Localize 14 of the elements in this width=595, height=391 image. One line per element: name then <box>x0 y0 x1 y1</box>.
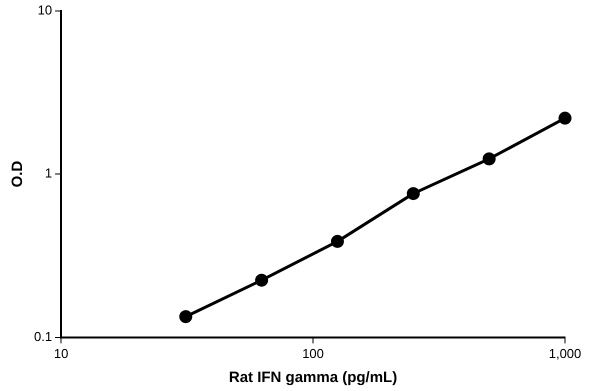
x-tick-label: 1,000 <box>548 346 582 361</box>
point <box>406 187 420 200</box>
y-tick-label: 10 <box>38 2 52 18</box>
y-axis-title: O.D <box>9 160 26 188</box>
x-tick-label: 10 <box>54 346 68 361</box>
point <box>558 112 572 125</box>
y-tick-label: 1 <box>44 166 52 181</box>
x-tick-label: 100 <box>302 346 324 361</box>
point <box>330 234 344 248</box>
x-axis-title: Rat IFN gamma (pg/mL) <box>228 369 398 386</box>
y-tick-label: 0.1 <box>34 328 52 344</box>
point <box>482 152 496 166</box>
point <box>255 274 268 287</box>
point <box>179 310 192 324</box>
